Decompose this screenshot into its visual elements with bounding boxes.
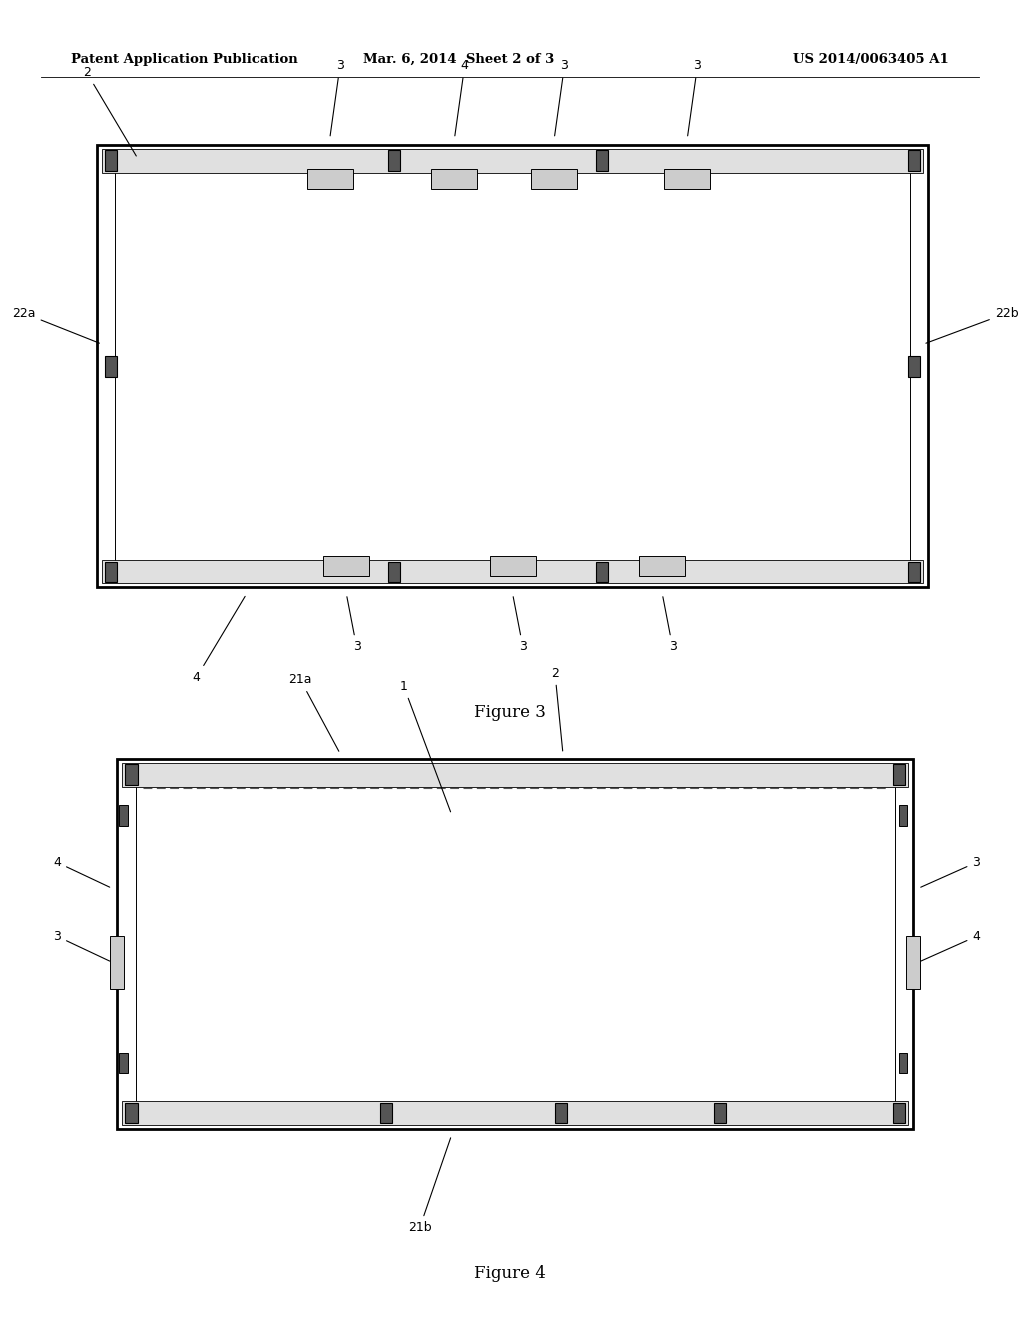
Text: 22a: 22a [12, 306, 99, 343]
Bar [899, 1052, 907, 1073]
Bar [123, 763, 908, 787]
Bar [111, 936, 125, 989]
Text: 3: 3 [921, 855, 980, 887]
Bar [899, 805, 907, 825]
Bar [120, 1052, 128, 1073]
Text: 3: 3 [53, 929, 110, 961]
Text: 3: 3 [688, 59, 701, 136]
Bar [105, 150, 118, 172]
Text: 3: 3 [330, 59, 344, 136]
Text: 3: 3 [555, 59, 568, 136]
Text: Figure 4: Figure 4 [474, 1266, 546, 1282]
Bar [906, 936, 921, 989]
Bar [555, 1102, 567, 1123]
Bar [105, 356, 118, 376]
Bar [116, 162, 910, 564]
Bar [714, 1102, 726, 1123]
Bar [908, 150, 921, 172]
Text: Patent Application Publication: Patent Application Publication [72, 53, 298, 66]
Bar [388, 150, 400, 172]
Bar [102, 149, 924, 173]
Text: 1: 1 [399, 680, 451, 812]
Text: 3: 3 [513, 597, 526, 653]
Text: Mar. 6, 2014  Sheet 2 of 3: Mar. 6, 2014 Sheet 2 of 3 [364, 53, 555, 66]
Text: 22b: 22b [926, 306, 1018, 343]
Text: 4: 4 [455, 59, 469, 136]
Bar [123, 1101, 908, 1125]
Bar [489, 556, 536, 576]
Text: 4: 4 [921, 929, 980, 961]
Bar [105, 561, 118, 582]
Text: 4: 4 [193, 597, 245, 684]
Bar [908, 561, 921, 582]
Bar [324, 556, 370, 576]
Bar [97, 145, 929, 587]
Text: 2: 2 [551, 667, 562, 751]
Bar [908, 356, 921, 376]
Bar [596, 561, 608, 582]
Text: 21b: 21b [408, 1138, 451, 1234]
Bar [136, 776, 895, 1105]
Bar [126, 1102, 138, 1123]
Text: 4: 4 [53, 855, 110, 887]
Bar [893, 1102, 905, 1123]
Bar [126, 764, 138, 785]
Text: US 2014/0063405 A1: US 2014/0063405 A1 [793, 53, 949, 66]
Bar [120, 805, 128, 825]
Bar [307, 169, 352, 189]
Bar [596, 150, 608, 172]
Bar [639, 556, 685, 576]
Text: Figure 3: Figure 3 [474, 705, 546, 721]
Bar [118, 759, 913, 1129]
Bar [893, 764, 905, 785]
Bar [531, 169, 578, 189]
Bar [431, 169, 477, 189]
Text: 2: 2 [83, 66, 136, 156]
Bar [665, 169, 711, 189]
Bar [380, 1102, 392, 1123]
Bar [388, 561, 400, 582]
Text: 3: 3 [347, 597, 360, 653]
Text: 3: 3 [663, 597, 677, 653]
Text: 21a: 21a [289, 673, 339, 751]
Bar [102, 560, 924, 583]
